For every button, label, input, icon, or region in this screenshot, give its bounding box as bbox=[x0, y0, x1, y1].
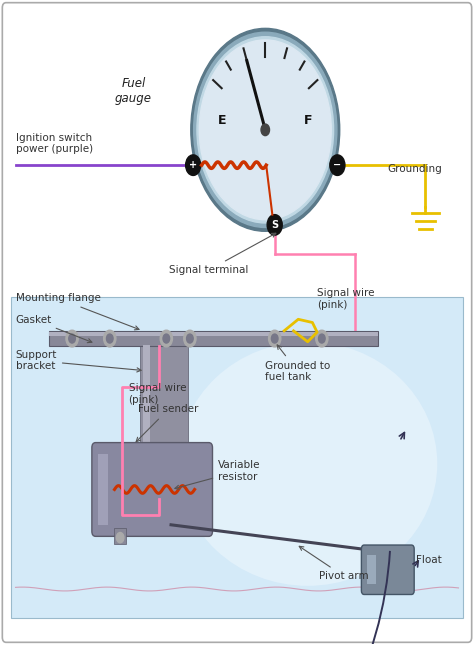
Text: Grounding: Grounding bbox=[388, 164, 443, 174]
Bar bbox=[48, 331, 378, 346]
Text: S: S bbox=[271, 220, 278, 230]
Circle shape bbox=[267, 215, 282, 235]
Text: Grounded to
fuel tank: Grounded to fuel tank bbox=[265, 345, 330, 382]
Bar bbox=[143, 345, 150, 448]
Bar bbox=[367, 555, 375, 584]
Circle shape bbox=[316, 330, 328, 347]
Text: Gasket: Gasket bbox=[16, 315, 92, 342]
Text: Signal terminal: Signal terminal bbox=[169, 233, 276, 275]
Circle shape bbox=[199, 40, 331, 220]
FancyBboxPatch shape bbox=[361, 545, 414, 595]
Text: Ignition switch
power (purple): Ignition switch power (purple) bbox=[16, 133, 92, 154]
Circle shape bbox=[319, 334, 325, 343]
Bar bbox=[140, 345, 188, 448]
Text: Signal wire
(pink): Signal wire (pink) bbox=[317, 288, 374, 310]
Circle shape bbox=[107, 334, 113, 343]
Text: Fuel
gauge: Fuel gauge bbox=[115, 77, 152, 105]
Circle shape bbox=[269, 330, 281, 347]
Circle shape bbox=[184, 330, 196, 347]
Text: E: E bbox=[218, 114, 227, 127]
Bar bbox=[98, 454, 109, 525]
Bar bbox=[48, 332, 378, 336]
Circle shape bbox=[261, 124, 270, 135]
Text: Fuel sender: Fuel sender bbox=[136, 404, 199, 442]
Circle shape bbox=[191, 28, 340, 232]
Ellipse shape bbox=[368, 580, 408, 595]
Circle shape bbox=[194, 32, 337, 228]
Circle shape bbox=[186, 155, 201, 175]
Circle shape bbox=[104, 330, 116, 347]
Bar bbox=[115, 528, 126, 544]
Text: Mounting flange: Mounting flange bbox=[16, 293, 139, 330]
Circle shape bbox=[272, 334, 278, 343]
Circle shape bbox=[117, 533, 124, 543]
Text: Pivot arm: Pivot arm bbox=[299, 546, 369, 581]
Text: Float: Float bbox=[416, 555, 442, 565]
Text: +: + bbox=[189, 160, 197, 170]
Circle shape bbox=[66, 330, 78, 347]
Text: Support
bracket: Support bracket bbox=[16, 350, 141, 372]
Circle shape bbox=[197, 37, 334, 223]
Circle shape bbox=[69, 334, 75, 343]
Ellipse shape bbox=[178, 342, 438, 586]
FancyBboxPatch shape bbox=[92, 442, 212, 537]
Circle shape bbox=[160, 330, 173, 347]
Bar bbox=[11, 297, 463, 618]
Text: Variable
resistor: Variable resistor bbox=[175, 461, 261, 490]
Circle shape bbox=[330, 155, 345, 175]
Text: −: − bbox=[333, 160, 341, 170]
Bar bbox=[11, 303, 463, 322]
Text: Signal wire
(pink): Signal wire (pink) bbox=[128, 383, 186, 405]
Circle shape bbox=[187, 334, 193, 343]
Text: F: F bbox=[304, 114, 312, 127]
Circle shape bbox=[163, 334, 170, 343]
